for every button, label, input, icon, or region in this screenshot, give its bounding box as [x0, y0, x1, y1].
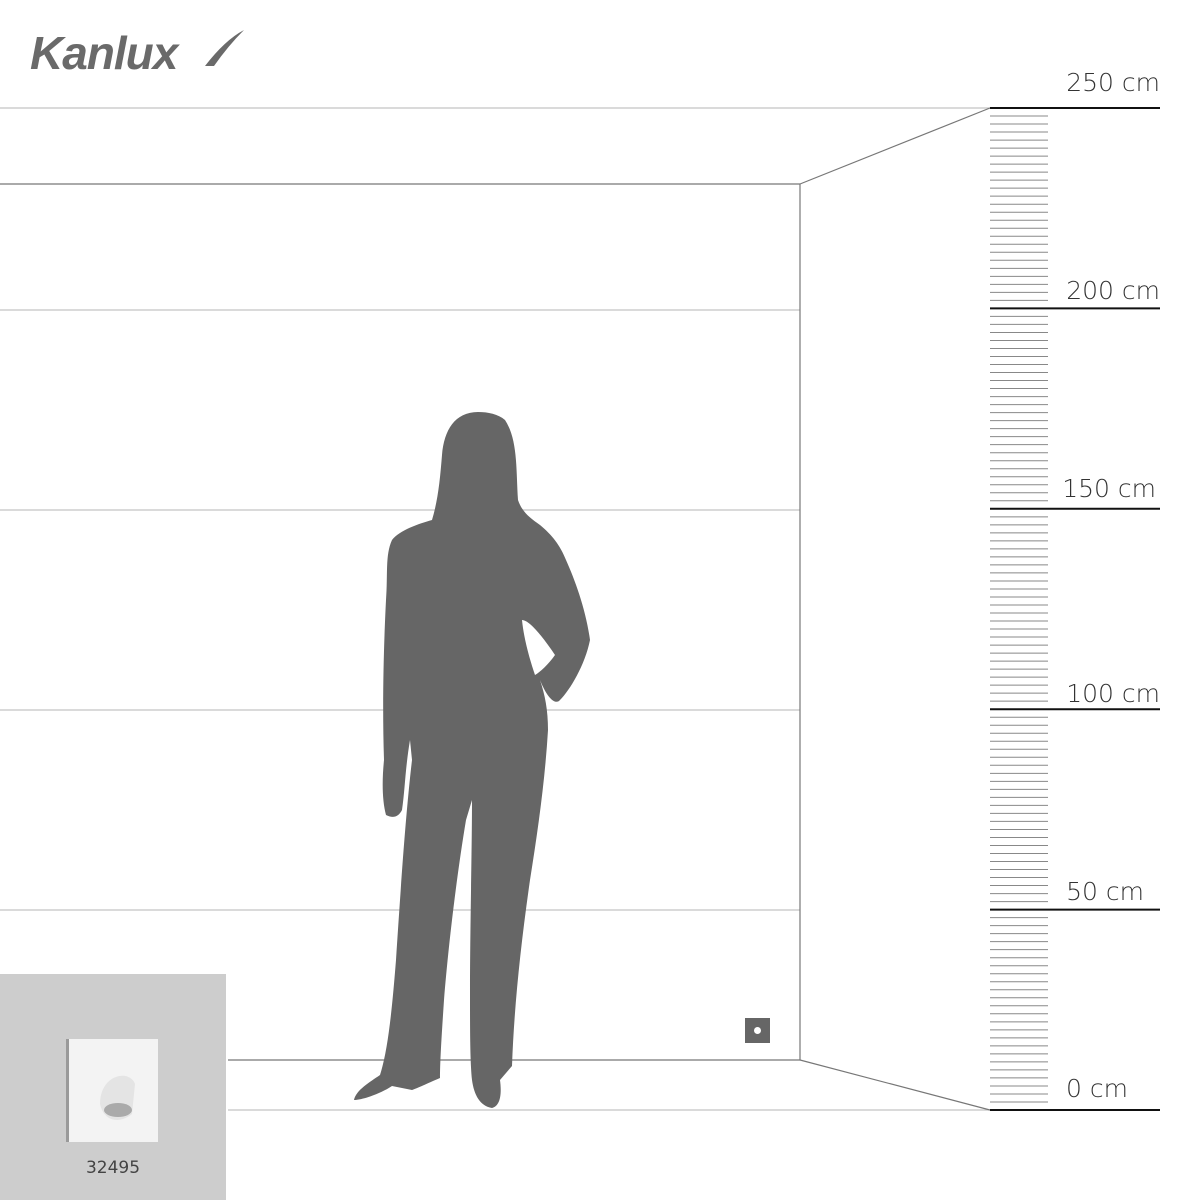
- ruler-label-250: 250 cm: [1066, 68, 1160, 97]
- woman-silhouette: [354, 412, 590, 1108]
- product-inset: 32495: [0, 974, 226, 1200]
- ruler-label-50: 50 cm: [1066, 877, 1144, 906]
- ruler-label-150: 150 cm: [1062, 474, 1156, 503]
- ruler-ticks: [990, 107, 1160, 1111]
- wall-light-fixture: [745, 1018, 770, 1043]
- ceiling-perspective: [799, 107, 991, 185]
- logo-swoosh: [205, 30, 244, 66]
- ruler-label-0: 0 cm: [1066, 1074, 1128, 1103]
- product-code: 32495: [85, 1158, 141, 1178]
- ruler-label-100: 100 cm: [1066, 679, 1160, 708]
- ruler-label-200: 200 cm: [1066, 276, 1160, 305]
- floor-perspective: [799, 1059, 991, 1111]
- kanlux-logo: Kanlux: [30, 27, 178, 79]
- product-image: [66, 1039, 158, 1142]
